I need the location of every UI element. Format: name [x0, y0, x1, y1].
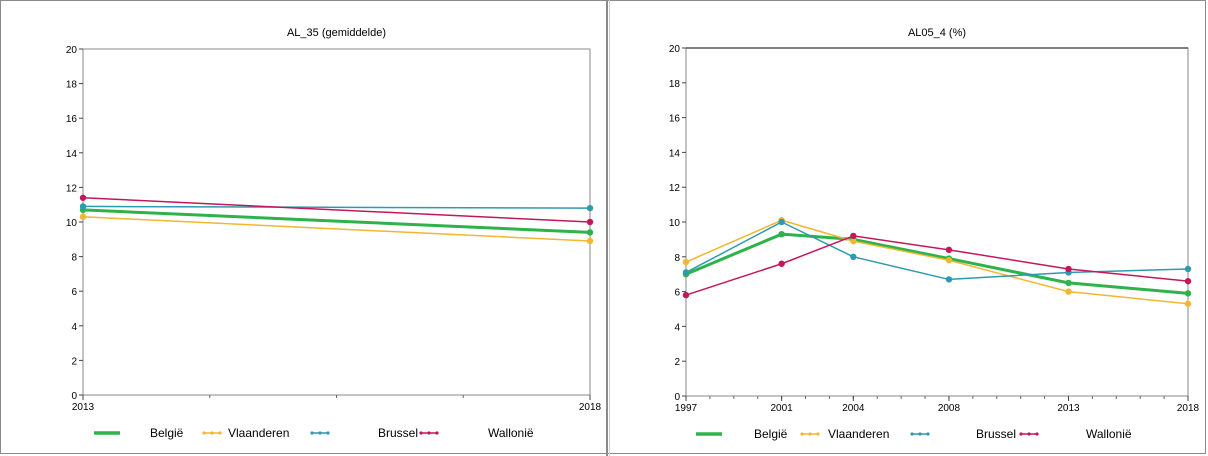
y-tick-label: 4 — [674, 322, 680, 333]
data-point-belgie-2018 — [586, 229, 594, 236]
data-point-brussel-2008 — [945, 276, 953, 283]
legend-marker-brussel — [318, 431, 322, 435]
data-point-wallonie-2001 — [778, 260, 785, 267]
legend-marker-brussel — [310, 431, 314, 435]
series-line-vlaanderen — [685, 219, 1189, 305]
legend-marker-vlaanderen — [218, 431, 222, 435]
legend-marker-wallonie — [1019, 432, 1023, 436]
legend-marker-wallonie — [419, 431, 423, 435]
y-tick-label: 12 — [669, 183, 681, 194]
legend-label-vlaanderen: Vlaanderen — [828, 427, 889, 441]
legend-marker-vlaanderen — [210, 431, 214, 435]
data-point-wallonie-2008 — [945, 246, 953, 254]
legend-label-wallonie: Wallonië — [488, 426, 534, 440]
y-tick-label: 2 — [674, 357, 680, 368]
y-tick-label: 14 — [66, 149, 78, 160]
y-tick-label: 10 — [66, 218, 78, 229]
chart-title: AL_35 (gemiddelde) — [287, 27, 386, 39]
legend-label-brussel: Brussel — [378, 426, 418, 440]
y-tick-label: 6 — [71, 287, 77, 298]
y-tick-label: 8 — [674, 253, 680, 264]
chart-title: AL05_4 (%) — [908, 27, 966, 39]
panel-divider-shadow — [609, 0, 610, 456]
chart-al05-4: AL05_4 (%) 0 2 4 6 8 10 12 14 16 18 20 1997 2001 2004 2… — [669, 27, 1200, 441]
legend-marker-wallonie — [1035, 432, 1039, 436]
legend-marker-brussel — [910, 432, 914, 436]
data-point-brussel-2018 — [586, 204, 594, 212]
x-tick-label: 1997 — [675, 403, 698, 414]
data-point-vlaanderen-2013 — [1065, 288, 1072, 295]
legend-label-brussel: Brussel — [976, 427, 1016, 441]
data-point-belgie-2013 — [1065, 279, 1072, 287]
series-line-belgie — [685, 232, 1189, 295]
data-point-brussel-2001 — [778, 218, 785, 226]
y-tick-label: 0 — [674, 392, 680, 403]
panel-divider — [606, 0, 608, 456]
legend-label-wallonie: Wallonië — [1086, 427, 1132, 441]
y-tick-label: 2 — [71, 356, 77, 367]
x-tick-label: 2001 — [770, 403, 793, 414]
data-point-vlaanderen-2004 — [850, 237, 857, 245]
legend-label-belgie: België — [150, 426, 184, 440]
x-tick-label: 2018 — [1177, 403, 1200, 414]
data-point-vlaanderen-2013 — [79, 213, 87, 221]
data-point-vlaanderen-1997 — [682, 258, 690, 266]
legend-marker-wallonie — [1027, 432, 1031, 436]
y-tick-label: 18 — [669, 79, 681, 90]
x-tick-label: 2013 — [1057, 403, 1080, 414]
data-point-wallonie-2018 — [586, 218, 594, 226]
y-tick-label: 20 — [66, 45, 78, 56]
data-point-wallonie-2018 — [1184, 277, 1192, 285]
y-tick-label: 6 — [674, 288, 680, 299]
y-tick-label: 8 — [71, 253, 77, 264]
y-tick-label: 4 — [71, 322, 77, 333]
plot-area — [685, 47, 1189, 397]
series-line-wallonie — [685, 235, 1189, 296]
legend-marker-wallonie — [427, 431, 431, 435]
data-point-vlaanderen-2018 — [586, 237, 594, 245]
x-tick-label: 2018 — [579, 402, 602, 413]
legend-label-vlaanderen: Vlaanderen — [228, 426, 289, 440]
series-line-wallonie — [82, 197, 591, 223]
y-tick-label: 16 — [66, 114, 78, 125]
data-point-vlaanderen-2008 — [945, 257, 953, 264]
series-line-brussel — [82, 205, 591, 209]
y-tick-label: 12 — [66, 183, 78, 194]
legend-marker-brussel — [918, 432, 922, 436]
y-tick-label: 10 — [669, 218, 681, 229]
data-point-brussel-2004 — [850, 253, 857, 260]
legend-marker-brussel — [926, 432, 930, 436]
x-tick-label: 2013 — [72, 402, 95, 413]
data-point-vlaanderen-2018 — [1184, 300, 1192, 307]
series-line-brussel — [685, 221, 1189, 281]
y-tick-label: 18 — [66, 80, 78, 91]
x-tick-label: 2008 — [938, 403, 961, 414]
data-point-brussel-2013 — [79, 203, 87, 210]
data-point-wallonie-2013 — [79, 194, 87, 201]
data-point-wallonie-2013 — [1065, 265, 1072, 273]
legend-marker-vlaanderen — [800, 432, 804, 436]
data-point-wallonie-1997 — [682, 291, 690, 299]
y-tick-label: 0 — [71, 391, 77, 402]
y-tick-label: 14 — [669, 148, 681, 159]
data-point-brussel-2018 — [1184, 265, 1192, 273]
chart-al35: AL_35 (gemiddelde) 0 2 4 6 8 10 12 14 16 18 20 2013 2… — [66, 27, 602, 440]
legend-marker-vlaanderen — [202, 431, 206, 435]
data-point-belgie-2001 — [778, 230, 785, 238]
data-point-wallonie-2004 — [850, 232, 857, 240]
series-line-belgie — [82, 208, 591, 234]
legend-marker-vlaanderen — [808, 432, 812, 436]
data-point-brussel-1997 — [682, 269, 690, 276]
x-tick-label: 2004 — [842, 403, 865, 414]
series-line-vlaanderen — [82, 216, 591, 242]
legend-marker-wallonie — [435, 431, 439, 435]
legend-label-belgie: België — [754, 427, 788, 441]
y-tick-label: 20 — [669, 44, 681, 55]
data-point-belgie-2018 — [1184, 290, 1192, 297]
legend-marker-brussel — [326, 431, 330, 435]
y-tick-label: 16 — [669, 114, 681, 125]
legend-marker-vlaanderen — [816, 432, 820, 436]
